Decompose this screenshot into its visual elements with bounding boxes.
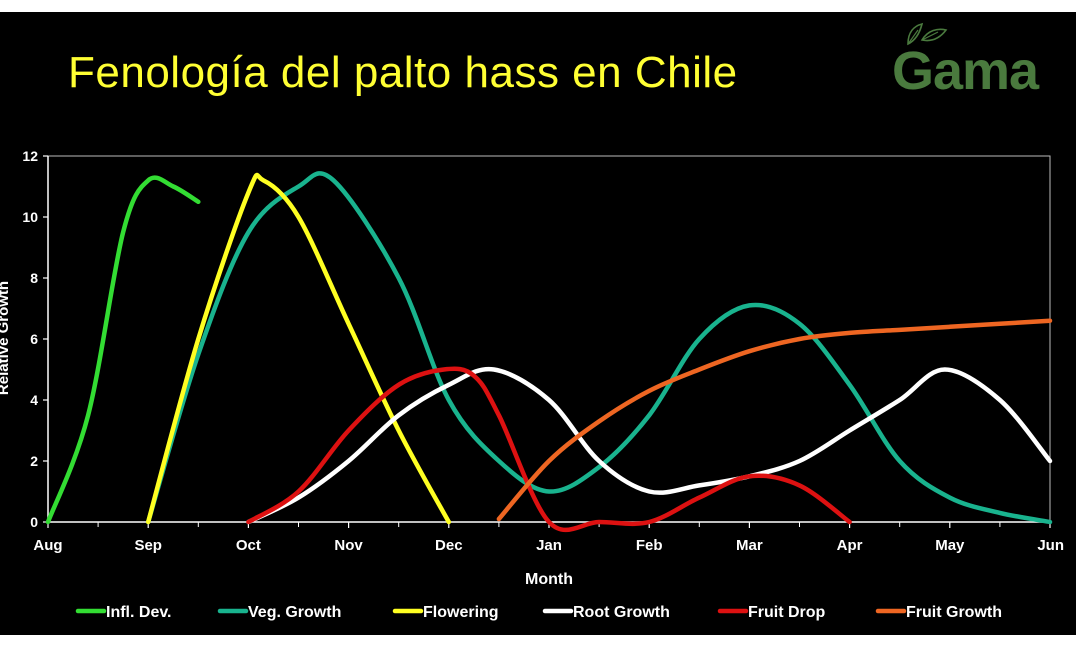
x-tick-label: Oct bbox=[236, 537, 261, 554]
y-tick-label: 4 bbox=[30, 392, 38, 408]
y-tick-label: 10 bbox=[22, 209, 38, 225]
x-axis-label: Month bbox=[525, 571, 573, 588]
series-line-fruit-drop bbox=[246, 366, 852, 533]
series-line-flowering bbox=[145, 172, 452, 525]
leaf-icon bbox=[907, 22, 948, 46]
y-tick-label: 6 bbox=[30, 331, 38, 347]
x-tick-label: Nov bbox=[334, 537, 363, 554]
series-line-infl-dev bbox=[45, 175, 201, 525]
slide-background bbox=[0, 12, 1076, 635]
y-axis-label: Relative Growth bbox=[0, 281, 12, 395]
x-tick-label: Dec bbox=[435, 537, 463, 554]
slide-title: Fenología del palto hass en Chile bbox=[68, 48, 738, 97]
y-tick-label: 2 bbox=[30, 453, 38, 469]
y-tick-label: 0 bbox=[30, 514, 38, 530]
x-tick-label: Jan bbox=[536, 537, 562, 554]
gama-logo: Gama bbox=[892, 18, 1076, 104]
x-tick-label: Apr bbox=[837, 537, 863, 554]
legend-label-veg-growth: Veg. Growth bbox=[248, 604, 341, 621]
legend-label-root-growth: Root Growth bbox=[573, 604, 670, 621]
chart-axes: 0 2 4 6 8 10 12 Aug Sep Oct Nov Dec Jan Feb Mar Apr May J… bbox=[22, 148, 1064, 554]
x-tick-label: Feb bbox=[636, 537, 663, 554]
logo-text: Gama bbox=[892, 41, 1039, 101]
x-tick-label: Mar bbox=[736, 537, 763, 554]
legend-label-flowering: Flowering bbox=[423, 604, 499, 621]
legend-label-infl-dev: Infl. Dev. bbox=[106, 604, 172, 621]
y-tick-label: 12 bbox=[22, 148, 38, 164]
series-line-veg-growth bbox=[145, 171, 1053, 525]
x-tick-label: Jun bbox=[1037, 537, 1064, 554]
legend-label-fruit-growth: Fruit Growth bbox=[906, 604, 1002, 621]
legend-label-fruit-drop: Fruit Drop bbox=[748, 604, 826, 621]
x-tick-label: Aug bbox=[33, 537, 62, 554]
x-tick-label: May bbox=[935, 537, 965, 554]
series-line-fruit-growth bbox=[496, 318, 1053, 522]
x-tick-label: Sep bbox=[134, 537, 162, 554]
y-tick-label: 8 bbox=[30, 270, 38, 286]
chart-series-layer bbox=[45, 171, 1053, 533]
series-line-root-growth bbox=[246, 366, 1053, 525]
chart-legend: Infl. Dev. Veg. Growth Flowering Root Growt… bbox=[75, 604, 1002, 621]
